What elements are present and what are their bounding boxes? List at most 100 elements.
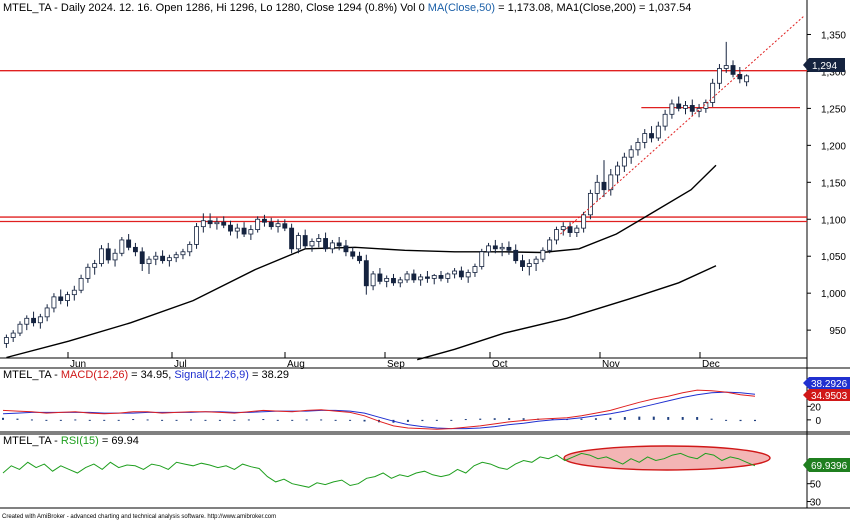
macd-histogram-bar — [406, 419, 409, 422]
rsi-badge-text: 69.9396 — [811, 461, 848, 472]
candle-body — [262, 218, 267, 223]
candle-body — [445, 273, 451, 279]
macd-histogram-bar — [623, 417, 626, 420]
candle-body — [282, 223, 288, 229]
candle-body — [560, 226, 566, 231]
ma200-value: = 1,037.54 — [636, 2, 691, 14]
candle-body — [540, 249, 546, 260]
ma50-line — [6, 164, 717, 359]
candle-body — [723, 65, 729, 69]
candle-body — [370, 273, 376, 287]
month-label-dec: Dec — [702, 359, 720, 370]
candle-body — [404, 273, 410, 281]
macd-histogram-bar — [146, 419, 149, 421]
candle-body — [526, 263, 532, 267]
month-label-oct: Oct — [492, 359, 508, 370]
candle-body — [458, 270, 464, 278]
candle-body — [44, 307, 50, 318]
candle-body — [696, 107, 702, 112]
candle-body — [628, 149, 634, 158]
rsi-header: MTEL_TA - RSI(15) = 69.94 — [3, 435, 139, 447]
candle-body — [649, 133, 654, 139]
ma200-label: MA1(Close,200) — [557, 2, 636, 14]
macd-histogram-bar — [667, 417, 670, 420]
macd-histogram-bar — [681, 417, 684, 420]
macd-tick-label: 20 — [810, 402, 822, 413]
candle-body — [621, 156, 627, 167]
price-tick-label: 950 — [829, 326, 846, 337]
rsi-tick-label: 50 — [810, 480, 822, 491]
candle-body — [275, 223, 281, 228]
candle-body — [452, 270, 458, 275]
candle-body — [58, 296, 64, 301]
macd-histogram-bar — [16, 418, 19, 420]
candle-body — [581, 214, 587, 229]
macd-header: MTEL_TA - MACD(12,26) = 34.95, Signal(12… — [3, 369, 289, 381]
candle-body — [65, 294, 70, 301]
price-tick-label: 1,050 — [821, 252, 846, 263]
macd-histogram-bar — [291, 419, 294, 421]
candle-body — [3, 337, 9, 344]
candle-body — [323, 238, 329, 250]
price-tick-label: 1,150 — [821, 178, 846, 189]
candle-body — [608, 174, 614, 191]
candle-body — [689, 105, 695, 112]
month-label-jul: Jul — [174, 359, 187, 370]
candle-body — [10, 332, 16, 338]
candle-body — [479, 251, 485, 267]
candle-body — [472, 266, 478, 273]
candle-body — [669, 103, 675, 115]
rsi-badge: 69.9396 — [803, 458, 850, 472]
price-badge: 1,294 — [803, 58, 845, 72]
macd-tick-label: 0 — [815, 416, 821, 427]
candle-body — [234, 227, 240, 232]
macd-histogram-bar — [2, 417, 4, 420]
candle-body — [594, 181, 600, 194]
candle-body — [51, 296, 57, 309]
candle-body — [309, 241, 315, 247]
candle-body — [207, 220, 213, 225]
rsi-value: = 69.94 — [99, 435, 139, 447]
candle-body — [214, 221, 220, 225]
price-tick-label: 1,000 — [821, 289, 846, 300]
macd-histogram-bar — [161, 419, 164, 421]
candle-body — [662, 113, 668, 127]
candle-body — [173, 254, 179, 259]
footer-credit: Created with AmiBroker - advanced charti… — [2, 514, 276, 520]
price-tick-label: 1,200 — [821, 141, 846, 152]
candle-body — [105, 248, 111, 261]
month-separators — [67, 352, 701, 358]
price-tick-label: 1,250 — [821, 104, 846, 115]
candle-body — [85, 266, 91, 279]
macd-histogram-bar — [739, 419, 742, 422]
candle-body — [221, 221, 227, 226]
candle-body — [554, 229, 559, 241]
macd-histogram-bar — [233, 419, 236, 421]
candle-body — [587, 192, 593, 216]
macd-histogram-bar — [696, 417, 699, 420]
macd-badge: 34.9503 — [803, 389, 850, 402]
candle-body — [418, 276, 424, 281]
price-header: MTEL_TA - Daily 2024. 12. 16. Open 1286,… — [3, 2, 691, 14]
macd-histogram-bar — [710, 418, 713, 420]
macd-histogram-bar — [103, 419, 106, 421]
candle-body — [37, 316, 43, 324]
macd-histogram-bar — [74, 419, 77, 421]
candle-body — [187, 243, 193, 253]
ma50-label: MA(Close,50) — [428, 2, 495, 14]
macd-histogram-bar — [580, 418, 583, 420]
macd-histogram-bar — [754, 419, 756, 422]
candle-body — [737, 73, 743, 80]
candle-body — [24, 317, 30, 325]
candle-body — [248, 229, 254, 235]
month-label-aug: Aug — [287, 359, 305, 370]
ohlc-summary: - Daily 2024. 12. 16. Open 1286, Hi 1296… — [51, 2, 428, 14]
macd-histogram-bar — [204, 419, 207, 421]
candle-body — [119, 239, 125, 254]
candle-body — [132, 246, 138, 253]
candle-body — [499, 246, 505, 250]
macd-histogram-bar — [349, 419, 352, 421]
candle-body — [194, 226, 199, 245]
candle-body — [357, 255, 362, 262]
